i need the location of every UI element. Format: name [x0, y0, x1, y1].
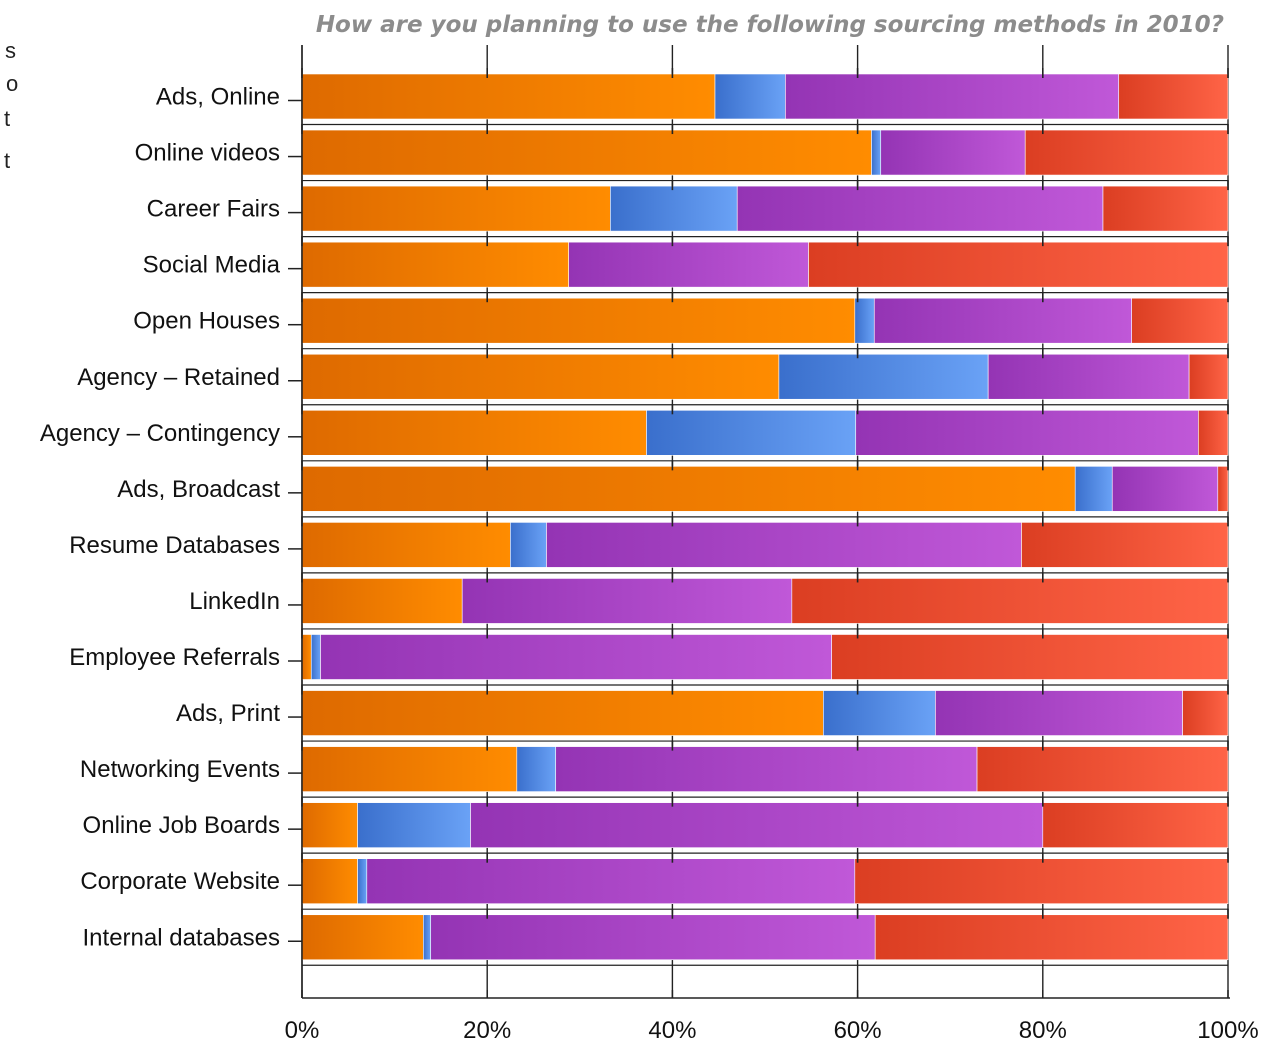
bar-segment [555, 746, 978, 792]
bar-segment [301, 914, 424, 961]
bar-segment [301, 746, 518, 792]
category-label: Career Fairs [147, 196, 280, 223]
x-tick-label: 80% [1019, 1017, 1067, 1044]
bar-segment [301, 522, 511, 568]
bar-segment [301, 858, 358, 905]
bar-segment [470, 802, 1044, 848]
clipped-text-fragment: o [6, 71, 18, 96]
bar-segment [301, 297, 856, 344]
bar-segment [646, 409, 857, 456]
x-tick-labels: 0% 20% 40% 60% 80% 100% [285, 990, 1259, 1044]
bar-segment [1074, 466, 1113, 512]
bar-segment [301, 241, 569, 288]
category-label: Ads, Print [176, 700, 280, 727]
category-label: Social Media [143, 252, 281, 279]
bar-segment [1198, 409, 1229, 456]
bar-segment [301, 578, 463, 624]
category-label: LinkedIn [189, 588, 280, 615]
bar-segment [854, 297, 875, 344]
bar-segment [366, 858, 856, 905]
bar-segment [301, 129, 872, 176]
clipped-text-fragment: t [4, 148, 10, 173]
chart-title: How are you planning to use the followin… [316, 12, 1224, 38]
bar-segment [301, 634, 312, 680]
bar-segment [301, 466, 1076, 512]
bar-segment [610, 185, 738, 232]
category-label: Online videos [135, 140, 280, 167]
bar-segment [1111, 466, 1219, 512]
bar-segment [854, 858, 1229, 905]
bars-group [301, 68, 1229, 966]
bar-segment [546, 522, 1022, 568]
bar-segment [516, 746, 557, 792]
bar-segment [855, 409, 1199, 456]
bar-segment [1188, 353, 1229, 400]
bar-segment [714, 73, 786, 120]
category-label: Resume Databases [69, 532, 280, 559]
bar-segment [736, 185, 1104, 232]
bar-segment [808, 241, 1229, 288]
bar-segment [823, 690, 936, 736]
clipped-text-fragment: t [4, 106, 10, 131]
bar-segment [831, 634, 1229, 680]
bar-segment [301, 353, 780, 400]
bar-segment [1042, 802, 1229, 848]
bar-segment [873, 297, 1132, 344]
bar-segment [1118, 73, 1229, 120]
bar-segment [301, 185, 611, 232]
bar-segment [301, 73, 716, 120]
bar-segment [357, 858, 368, 905]
bar-segment [357, 802, 471, 848]
bar-segment [1021, 522, 1229, 568]
bar-segment [785, 73, 1120, 120]
bar-segment [1182, 690, 1229, 736]
bar-segment [423, 914, 432, 961]
category-label: Agency – Contingency [40, 420, 280, 447]
bar-segment [461, 578, 793, 624]
category-label: Corporate Website [80, 868, 280, 895]
bar-segment [320, 634, 832, 680]
bar-segment [976, 746, 1229, 792]
x-tick-label: 60% [834, 1017, 882, 1044]
x-tick-label: 100% [1197, 1017, 1258, 1044]
bar-segment [987, 353, 1190, 400]
category-label: Internal databases [83, 924, 280, 951]
bar-segment [430, 914, 876, 961]
bar-segment [1024, 129, 1229, 176]
category-label: Employee Referrals [69, 644, 280, 671]
category-label: Agency – Retained [77, 364, 280, 391]
bar-segment [301, 802, 358, 848]
bar-segment [935, 690, 1183, 736]
bar-segment [301, 409, 647, 456]
category-label: Online Job Boards [83, 812, 280, 839]
category-label: Ads, Broadcast [117, 476, 280, 503]
clipped-text-fragment: s [5, 38, 16, 63]
bar-segment [880, 129, 1026, 176]
category-label: Ads, Online [156, 84, 280, 111]
category-labels: Ads, Online Online videos Career Fairs Soci… [40, 84, 302, 951]
x-tick-label: 0% [285, 1017, 320, 1044]
bar-segment [778, 353, 989, 400]
category-label: Networking Events [80, 756, 280, 783]
bar-segment [310, 634, 321, 680]
bar-segment [791, 578, 1229, 624]
bar-segment [1102, 185, 1229, 232]
axes-group [301, 45, 1230, 999]
bar-segment [301, 690, 824, 736]
bar-segment [568, 241, 809, 288]
bar-segment [1217, 466, 1229, 512]
x-tick-label: 40% [648, 1017, 696, 1044]
bar-segment [874, 914, 1229, 961]
bar-segment [510, 522, 547, 568]
bar-segment [871, 129, 882, 176]
bar-segment [1131, 297, 1229, 344]
category-label: Open Houses [133, 308, 280, 335]
x-tick-label: 20% [463, 1017, 511, 1044]
